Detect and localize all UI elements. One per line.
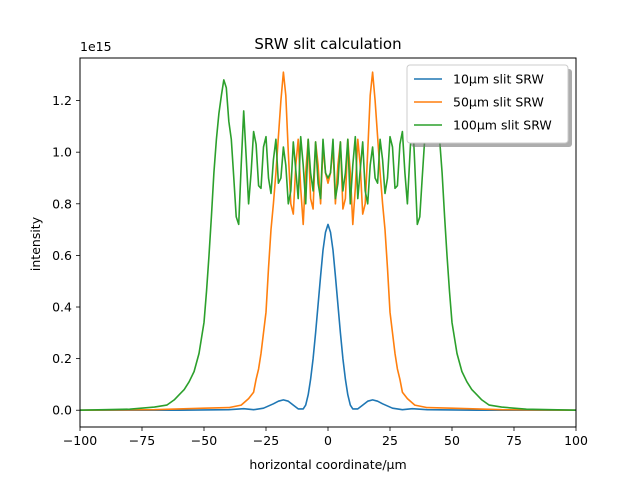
y-tick-label: 0.6 xyxy=(52,248,72,263)
x-tick-label: −25 xyxy=(253,433,279,448)
x-tick-label: 75 xyxy=(506,433,522,448)
legend-label-3: 100μm slit SRW xyxy=(453,118,552,133)
x-tick-label: −100 xyxy=(63,433,97,448)
y-tick-label: 0.0 xyxy=(52,403,72,418)
x-tick-label: 100 xyxy=(564,433,588,448)
y-axis-offset-text: 1e15 xyxy=(80,39,112,54)
y-tick-label: 0.8 xyxy=(52,196,72,211)
x-tick-label: −50 xyxy=(191,433,217,448)
y-tick-label: 0.2 xyxy=(52,351,72,366)
y-tick-label: 0.4 xyxy=(52,300,72,315)
legend: 10μm slit SRW 50μm slit SRW 100μm slit SRW xyxy=(406,64,572,147)
y-tick-label: 1.2 xyxy=(52,93,72,108)
x-tick-label: 25 xyxy=(382,433,398,448)
legend-label-2: 50μm slit SRW xyxy=(453,95,544,110)
x-axis: −100 −75 −50 −25 0 25 50 75 100 xyxy=(63,427,588,448)
series-line-1 xyxy=(80,223,576,411)
chart-title: SRW slit calculation xyxy=(254,35,401,53)
legend-label-1: 10μm slit SRW xyxy=(453,72,544,87)
y-axis-label: intensity xyxy=(28,216,43,271)
x-axis-label: horizontal coordinate/μm xyxy=(249,457,406,472)
legend-entries: 10μm slit SRW 50μm slit SRW 100μm slit SRW xyxy=(414,72,552,133)
y-axis: 0.0 0.2 0.4 0.6 0.8 1.0 1.2 xyxy=(52,93,80,418)
x-tick-label: −75 xyxy=(129,433,155,448)
series-line-2 xyxy=(79,71,577,411)
x-tick-label: 50 xyxy=(444,433,460,448)
legend-box xyxy=(406,64,569,144)
y-tick-label: 1.0 xyxy=(52,145,72,160)
x-tick-label: 0 xyxy=(324,433,332,448)
